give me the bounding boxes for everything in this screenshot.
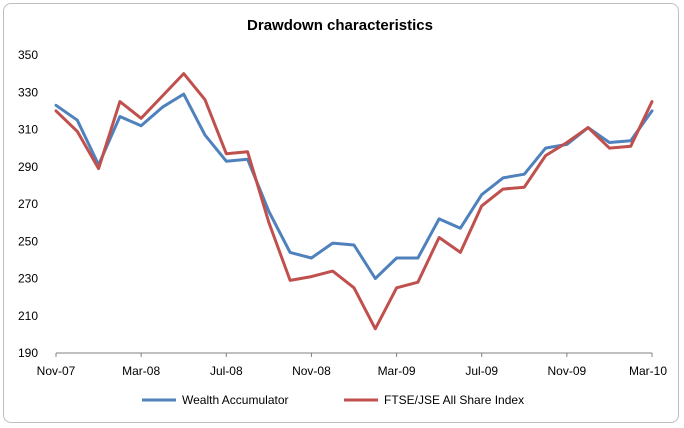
series-line-wealth-accumulator bbox=[54, 92, 654, 280]
x-axis-ticks: Nov-07 Mar-08 Jul-08 Nov-08 Mar-09 Jul-09 Nov-… bbox=[37, 353, 667, 378]
x-tick-label: Nov-08 bbox=[292, 364, 331, 378]
y-axis-ticks: 190 210 230 250 270 290 310 330 350 bbox=[18, 48, 38, 360]
y-tick-label: 310 bbox=[18, 123, 38, 137]
x-tick-label: Nov-07 bbox=[37, 364, 76, 378]
y-tick-label: 330 bbox=[18, 85, 38, 99]
y-tick-label: 230 bbox=[18, 272, 38, 286]
legend-label-ftse-jse-all-share-index: FTSE/JSE All Share Index bbox=[384, 393, 524, 407]
x-tick-label: Jul-09 bbox=[465, 364, 498, 378]
legend: Wealth Accumulator FTSE/JSE All Share In… bbox=[142, 393, 524, 407]
y-tick-label: 290 bbox=[18, 160, 38, 174]
x-tick-label: Mar-08 bbox=[122, 364, 160, 378]
y-tick-label: 350 bbox=[18, 48, 38, 62]
series-line-ftse-jse-all-share-index bbox=[54, 72, 654, 331]
legend-label-wealth-accumulator: Wealth Accumulator bbox=[182, 393, 289, 407]
y-tick-label: 270 bbox=[18, 197, 38, 211]
x-tick-label: Jul-08 bbox=[210, 364, 243, 378]
chart-title: Drawdown characteristics bbox=[247, 17, 433, 34]
x-tick-label: Mar-10 bbox=[629, 364, 667, 378]
y-tick-label: 190 bbox=[18, 346, 38, 360]
x-tick-label: Nov-09 bbox=[548, 364, 587, 378]
y-tick-label: 210 bbox=[18, 309, 38, 323]
series-lines bbox=[54, 72, 654, 331]
y-tick-label: 250 bbox=[18, 234, 38, 248]
x-tick-label: Mar-09 bbox=[378, 364, 416, 378]
